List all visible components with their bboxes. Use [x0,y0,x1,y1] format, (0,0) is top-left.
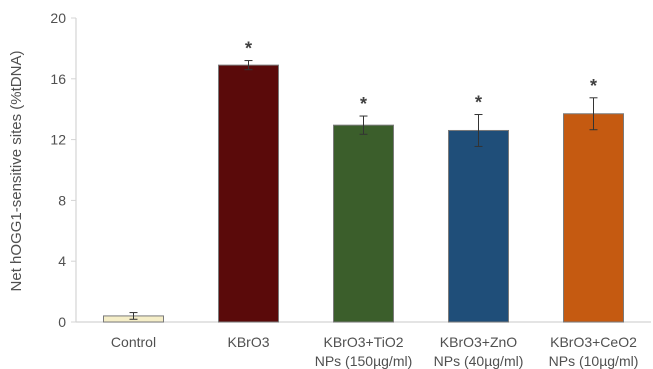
bar [448,129,509,323]
error-bar [359,115,368,135]
significance-markers: * * * * [245,39,597,114]
error-bar [244,60,253,71]
y-tick-label: 12 [50,132,66,148]
x-category-label: KBrO3 [227,334,269,350]
error-bar [474,114,483,147]
bar [563,113,624,323]
significance-marker: * [475,93,482,113]
significance-marker: * [590,76,597,96]
y-tick-label: 20 [50,10,66,26]
y-tick-label: 0 [58,314,66,330]
y-axis-ticks: 0 4 8 12 16 20 [50,10,76,330]
x-category-label: KBrO3+TiO2 NPs (150µg/ml) [315,334,413,369]
y-tick-label: 16 [50,71,66,87]
bar [333,124,394,323]
x-category-label: Control [111,334,156,350]
bar [218,64,279,323]
error-bars [129,60,598,320]
y-tick-label: 4 [58,253,66,269]
error-bar [589,97,598,131]
bars [103,64,624,323]
significance-marker: * [360,94,367,114]
error-bar [129,312,138,320]
y-axis-title-group: Net hOGG1-sensitive sites (%tDNA) [8,51,25,292]
x-category-label: KBrO3+ZnO NPs (40µg/ml) [434,334,524,369]
y-axis-title: Net hOGG1-sensitive sites (%tDNA) [8,51,25,292]
y-tick-label: 8 [58,192,66,208]
x-category-label: KBrO3+CeO2 NPs (10µg/ml) [549,334,639,369]
significance-marker: * [245,39,252,59]
x-axis-labels: Control KBrO3 KBrO3+TiO2 NPs (150µg/ml) KBrO… [111,334,638,369]
